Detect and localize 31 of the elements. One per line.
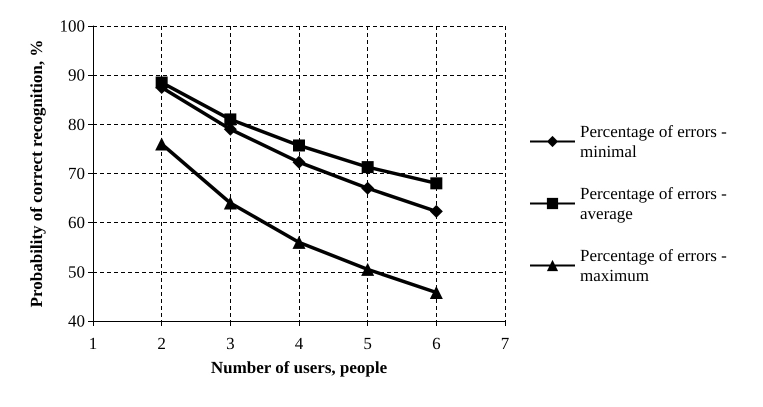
- legend-label: Percentage of errors - maximum: [580, 246, 732, 285]
- point: [361, 262, 374, 276]
- point: [430, 286, 443, 299]
- x-tick-label: 7: [500, 334, 510, 353]
- point: [362, 161, 374, 174]
- x-tick-label: 2: [157, 334, 166, 353]
- y-tick-label: 50: [68, 262, 85, 282]
- y-tick-label: 90: [68, 66, 85, 85]
- point: [292, 236, 306, 249]
- legend-label: Percentage of errors - minimal: [580, 122, 732, 161]
- x-tick-label: 4: [294, 334, 304, 353]
- point: [361, 182, 374, 195]
- point: [430, 204, 443, 218]
- y-tick-label: 40: [68, 312, 85, 330]
- legend-label: Percentage of errors - average: [580, 184, 732, 223]
- point: [292, 156, 306, 169]
- x-axis-title: Number of users, people: [210, 358, 388, 377]
- point: [293, 139, 305, 152]
- y-tick-label: 80: [68, 114, 85, 134]
- x-tick-label: 5: [363, 334, 372, 353]
- y-tick-label: 60: [68, 213, 85, 232]
- x-tick-label: 1: [88, 334, 98, 353]
- x-tick-label: 6: [432, 334, 441, 353]
- point: [155, 138, 168, 150]
- y-tick-label: 100: [60, 16, 85, 36]
- y-axis-title: Probability of correct recognition, %: [27, 40, 46, 308]
- point: [430, 177, 442, 190]
- point: [224, 196, 237, 210]
- point: [224, 113, 236, 126]
- y-tick-label: 70: [68, 164, 85, 183]
- x-tick-label: 3: [226, 334, 235, 353]
